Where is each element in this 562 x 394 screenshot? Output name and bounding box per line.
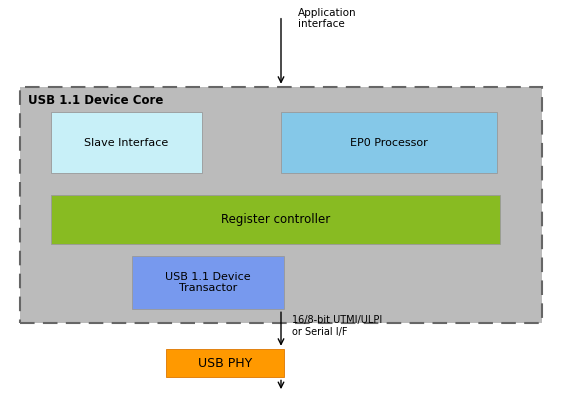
Bar (166, 349, 284, 377)
Text: EP0 Processor: EP0 Processor (350, 138, 428, 148)
Text: USB PHY: USB PHY (198, 357, 252, 370)
Text: USB 1.1 Device
Transactor: USB 1.1 Device Transactor (165, 272, 251, 294)
Bar (51, 112, 202, 173)
Bar (51, 195, 500, 244)
Text: Slave Interface: Slave Interface (84, 138, 169, 148)
Bar (20, 87, 542, 323)
Text: USB 1.1 Device Core: USB 1.1 Device Core (28, 94, 164, 107)
Text: Register controller: Register controller (221, 213, 330, 226)
Bar (281, 112, 497, 173)
Text: 16/8-bit UTMI/ULPI
or Serial I/F: 16/8-bit UTMI/ULPI or Serial I/F (292, 315, 383, 337)
Bar (132, 256, 284, 309)
Text: Application
interface: Application interface (298, 8, 356, 30)
